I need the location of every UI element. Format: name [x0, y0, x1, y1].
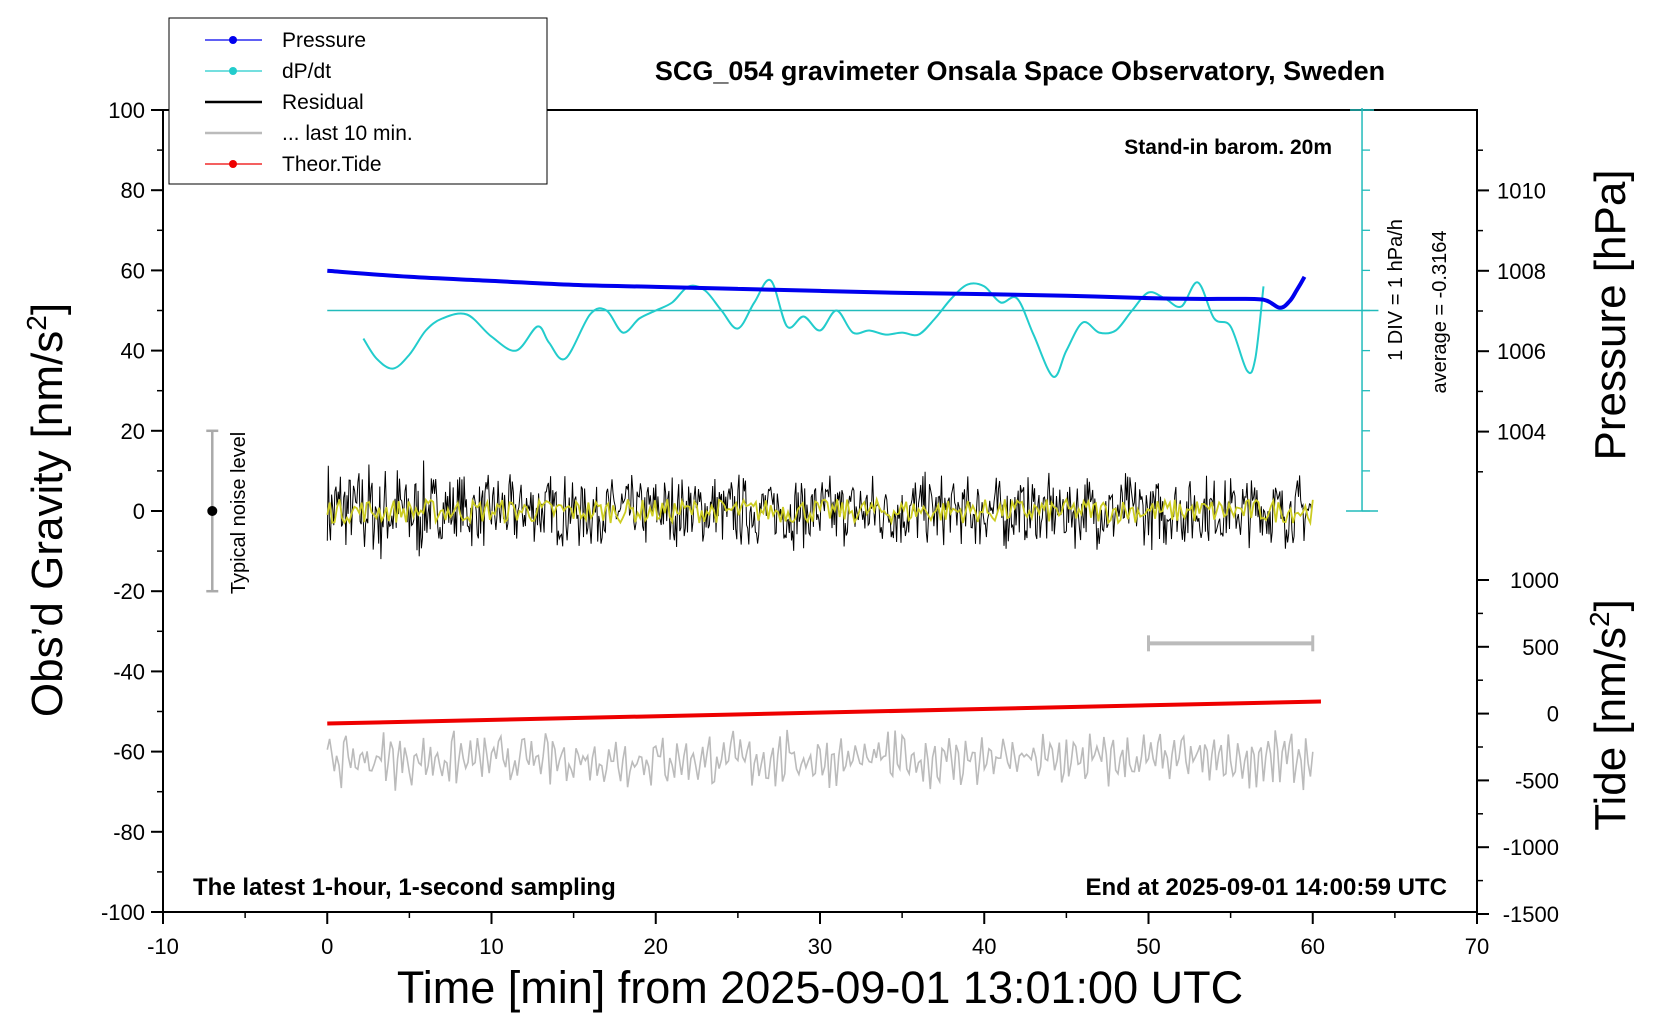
x-tick-label: 40 [972, 934, 996, 959]
y-tide-label-close: ] [1586, 599, 1635, 611]
x-tick-label: 0 [321, 934, 333, 959]
noise-level-marker [206, 429, 219, 593]
noise-label: Typical noise level [228, 432, 250, 594]
y-tick-label: 0 [133, 499, 145, 524]
x-axis-label: Time [min] from 2025-09-01 13:01:00 UTC [397, 962, 1243, 1013]
tide-tick-label: -500 [1515, 768, 1559, 793]
y-axis-left: 100 80 60 40 20 0 -20 -40 -60 -80 -100 [101, 98, 163, 925]
y-axis-left-label: Obs’d Gravity [nm/s2] [21, 303, 72, 717]
pressure-tick-label: 1004 [1497, 420, 1546, 445]
last-10-min-series [326, 729, 1314, 791]
y-tick-label: -20 [113, 579, 145, 604]
y-tick-label: 60 [121, 258, 145, 283]
y-left-label-main: Obs’d Gravity [nm/s [23, 331, 72, 717]
bottom-right-note: End at 2025-09-01 14:00:59 UTC [1086, 874, 1448, 901]
x-axis: -10 0 10 20 30 40 50 60 70 [147, 912, 1489, 959]
dpdt-div-scale [1346, 108, 1379, 512]
x-tick-label: -10 [147, 934, 179, 959]
legend-label: dP/dt [282, 60, 331, 83]
y-tick-label: -80 [113, 820, 145, 845]
y-axis-tide: 1000 500 0 -500 -1000 -1500 [1477, 568, 1559, 927]
pressure-series [327, 268, 1307, 310]
series-layer [326, 268, 1379, 791]
div-note: 1 DIV = 1 hPa/h [1385, 219, 1407, 361]
y-tide-label-sup: 2 [1584, 611, 1615, 627]
dpdt-series [362, 278, 1265, 378]
residual-smoothed-series [326, 496, 1314, 527]
y-axis-tide-label: Tide [nm/s2] [1584, 599, 1635, 831]
y-tick-label: 40 [121, 339, 145, 364]
bottom-left-note: The latest 1-hour, 1-second sampling [193, 874, 616, 901]
y-tick-label: -100 [101, 900, 145, 925]
x-tick-label: 10 [479, 934, 503, 959]
legend-label: Pressure [282, 29, 366, 52]
legend-swatch-marker [229, 67, 237, 75]
tide-tick-label: -1500 [1503, 902, 1559, 927]
tide-tick-label: 1000 [1510, 568, 1559, 593]
y-axis-pressure-label: Pressure [hPa] [1586, 169, 1635, 460]
y-left-label-sup: 2 [21, 315, 52, 331]
legend-label: ... last 10 min. [282, 122, 413, 145]
x-tick-label: 70 [1465, 934, 1489, 959]
tide-tick-label: 500 [1522, 635, 1559, 660]
x-tick-label: 60 [1301, 934, 1325, 959]
stand-in-note: Stand-in barom. 20m [1124, 136, 1332, 159]
pressure-tick-label: 1008 [1497, 259, 1546, 284]
legend-swatch-marker [229, 160, 237, 168]
legend-label: Theor.Tide [282, 153, 382, 176]
theor-tide-series [327, 699, 1322, 726]
legend: Pressure dP/dt Residual ... last 10 min. The… [168, 17, 548, 185]
x-tick-label: 50 [1136, 934, 1160, 959]
y-left-label-close: ] [23, 303, 72, 315]
average-note: average = -0.3164 [1429, 231, 1451, 394]
y-tick-label: 80 [121, 178, 145, 203]
pressure-tick-label: 1010 [1497, 178, 1546, 203]
y-tide-label-main: Tide [nm/s [1586, 627, 1635, 831]
y-tick-label: 100 [108, 98, 145, 123]
y-tick-label: -40 [113, 659, 145, 684]
x-tick-label: 30 [808, 934, 832, 959]
legend-swatch-marker [229, 36, 237, 44]
y-tick-label: 20 [121, 419, 145, 444]
x-tick-label: 20 [644, 934, 668, 959]
legend-label: Residual [282, 91, 364, 114]
chart-title: SCG_054 gravimeter Onsala Space Observat… [655, 56, 1385, 86]
y-axis-pressure: 1010 1008 1006 1004 [1477, 149, 1546, 473]
y-tick-label: -60 [113, 740, 145, 765]
tide-tick-label: 0 [1547, 702, 1559, 727]
pressure-tick-label: 1006 [1497, 339, 1546, 364]
tide-tick-label: -1000 [1503, 835, 1559, 860]
noise-center-dot [207, 506, 218, 516]
residual-series [326, 460, 1314, 560]
